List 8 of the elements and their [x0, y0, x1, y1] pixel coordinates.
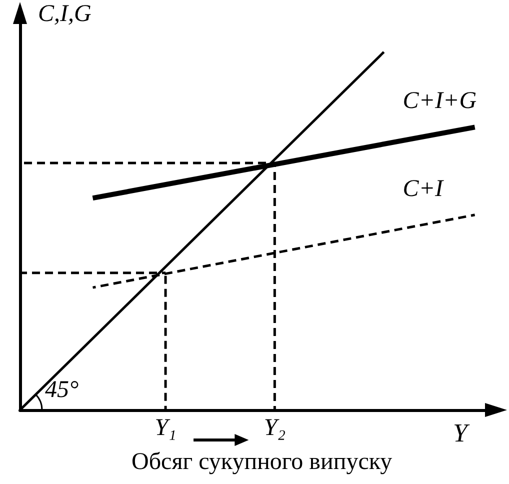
series-label: C+I+G — [402, 88, 477, 114]
series-label: C+I — [402, 176, 444, 202]
x-axis-title: Y — [453, 418, 470, 448]
x-tick-label: Y₁ — [154, 415, 176, 441]
text: Обсяг сукупного випуску — [132, 449, 392, 475]
y-axis-title: C,I,G — [38, 1, 92, 27]
annotation: 45° — [45, 377, 79, 403]
x-tick-label: Y₂ — [264, 415, 286, 441]
